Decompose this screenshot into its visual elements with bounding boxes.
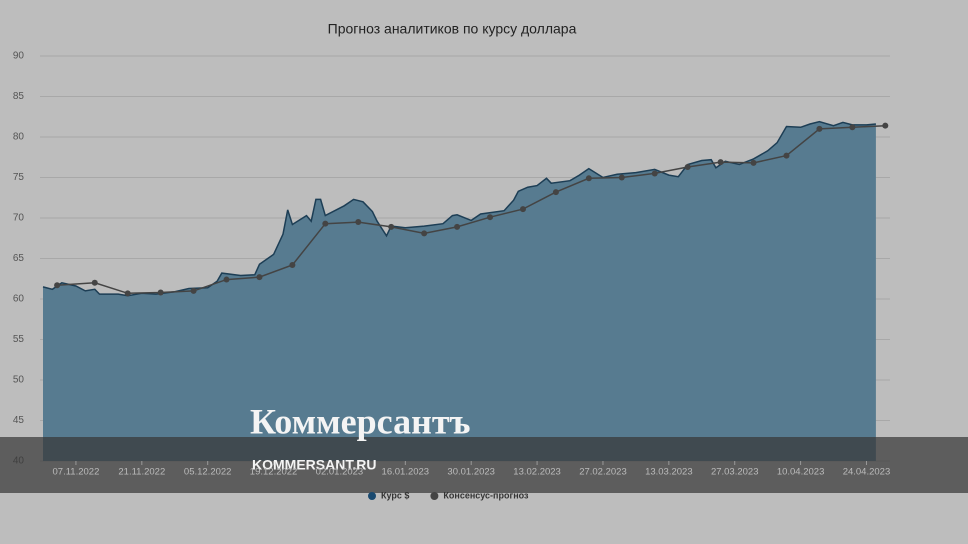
y-tick-label: 60: [13, 294, 25, 305]
point: [190, 287, 197, 294]
y-tick-label: 55: [13, 334, 25, 345]
point: [651, 170, 658, 177]
point: [585, 175, 592, 182]
x-tick-label: 10.04.2023: [777, 467, 825, 478]
x-tick-label: 13.03.2023: [645, 467, 693, 478]
point: [684, 163, 691, 170]
point: [421, 230, 428, 237]
y-tick-label: 90: [13, 51, 25, 62]
point: [849, 124, 856, 131]
y-tick-label: 70: [13, 213, 25, 224]
legend-marker: [368, 492, 376, 500]
y-tick-label: 45: [13, 415, 25, 426]
point: [54, 282, 61, 289]
y-tick-label: 65: [13, 253, 25, 264]
point: [289, 261, 296, 268]
point: [454, 223, 461, 230]
point: [717, 159, 724, 166]
x-tick-label: 19.12.2022: [250, 467, 298, 478]
x-tick-label: 05.12.2022: [184, 467, 232, 478]
x-tick-label: 24.04.2023: [843, 467, 891, 478]
point: [322, 220, 329, 227]
point: [618, 174, 625, 181]
y-tick-label: 50: [13, 375, 25, 386]
chart-title: Прогноз аналитиков по курсу доллара: [328, 21, 577, 37]
x-tick-label: 13.02.2023: [513, 467, 561, 478]
x-tick-label: 07.11.2022: [53, 467, 100, 478]
point: [223, 276, 230, 283]
point: [487, 214, 494, 221]
point: [388, 223, 395, 230]
x-tick-label: 30.01.2023: [447, 467, 495, 478]
y-tick-label: 75: [13, 172, 25, 183]
point: [882, 122, 889, 129]
x-tick-label: 02.01.2023: [316, 467, 364, 478]
area: [43, 121, 876, 461]
point: [552, 189, 559, 196]
x-tick-label: 27.02.2023: [579, 467, 627, 478]
legend-marker: [430, 492, 439, 500]
point: [256, 274, 263, 281]
banner-site: KOMMERSANT.RU: [252, 457, 376, 473]
point: [157, 289, 164, 296]
point: [519, 206, 526, 213]
point: [91, 279, 98, 286]
point: [783, 152, 790, 159]
x-tick-label: 27.03.2023: [711, 467, 759, 478]
point: [124, 290, 131, 297]
x-tick-label: 21.11.2022: [118, 467, 165, 478]
y-tick-label: 80: [13, 132, 25, 143]
point: [816, 125, 823, 132]
line: [57, 124, 886, 295]
banner: [0, 437, 968, 493]
x-tick-label: 16.01.2023: [382, 467, 430, 478]
point: [355, 219, 362, 226]
legend-label: Консенсус-прогноз: [443, 490, 529, 500]
banner-logo: Коммерсантъ: [250, 401, 471, 441]
y-tick-label: 85: [13, 91, 25, 102]
legend-label: Курс $: [381, 490, 409, 500]
point: [750, 159, 757, 166]
